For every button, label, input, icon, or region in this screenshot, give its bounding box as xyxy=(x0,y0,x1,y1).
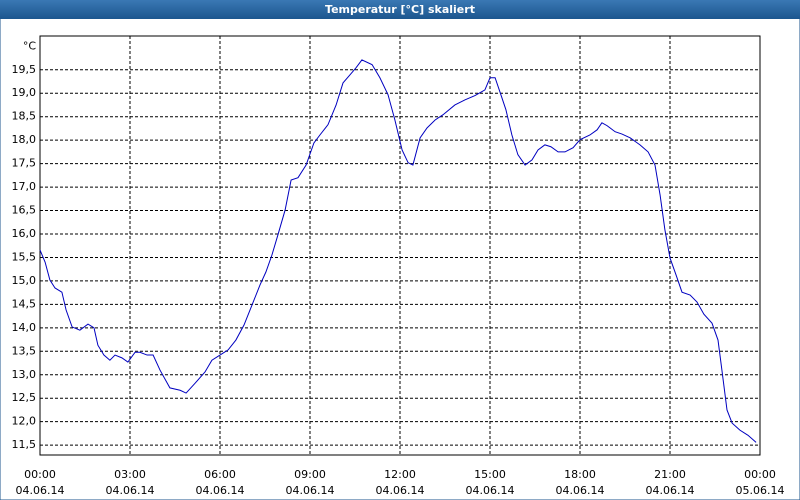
y-tick-label: 16,5 xyxy=(12,204,37,217)
y-tick-label: 14,0 xyxy=(12,321,37,334)
y-tick-label: 15,0 xyxy=(12,274,37,287)
y-tick-label: 16,0 xyxy=(12,227,37,240)
x-tick-date: 04.06.14 xyxy=(16,484,65,497)
y-tick-label: 18,0 xyxy=(12,133,37,146)
x-tick-date: 04.06.14 xyxy=(556,484,605,497)
x-tick-label: 21:00 xyxy=(654,468,686,481)
chart-title: Temperatur [°C] skaliert xyxy=(325,3,475,16)
x-tick-label: 00:00 xyxy=(24,468,56,481)
y-tick-label: 11,5 xyxy=(12,438,37,451)
x-tick-label: 03:00 xyxy=(114,468,146,481)
y-unit: °C xyxy=(23,39,37,52)
title-bar xyxy=(0,0,800,19)
plot-area xyxy=(39,35,761,456)
x-tick-date: 04.06.14 xyxy=(466,484,515,497)
y-tick-label: 13,0 xyxy=(12,368,37,381)
x-tick-label: 06:00 xyxy=(204,468,236,481)
y-tick-label: 18,5 xyxy=(12,110,37,123)
y-tick-label: 19,0 xyxy=(12,86,37,99)
x-tick-label: 18:00 xyxy=(564,468,596,481)
y-tick-label: 19,5 xyxy=(12,63,37,76)
x-tick-label: 09:00 xyxy=(294,468,326,481)
x-tick-label: 00:00 xyxy=(744,468,776,481)
x-tick-date: 04.06.14 xyxy=(376,484,425,497)
y-tick-label: 12,0 xyxy=(12,415,37,428)
y-tick-label: 14,5 xyxy=(12,297,37,310)
y-tick-label: 15,5 xyxy=(12,250,37,263)
y-tick-label: 12,5 xyxy=(12,391,37,404)
x-tick-date: 04.06.14 xyxy=(106,484,155,497)
x-tick-date: 04.06.14 xyxy=(196,484,245,497)
x-tick-date: 04.06.14 xyxy=(646,484,695,497)
y-tick-label: 13,5 xyxy=(12,344,37,357)
x-tick-date: 05.06.14 xyxy=(736,484,785,497)
x-tick-label: 15:00 xyxy=(474,468,506,481)
data-line xyxy=(39,59,757,443)
y-tick-label: 17,0 xyxy=(12,180,37,193)
x-tick-label: 12:00 xyxy=(384,468,416,481)
x-tick-date: 04.06.14 xyxy=(286,484,335,497)
y-tick-label: 17,5 xyxy=(12,157,37,170)
